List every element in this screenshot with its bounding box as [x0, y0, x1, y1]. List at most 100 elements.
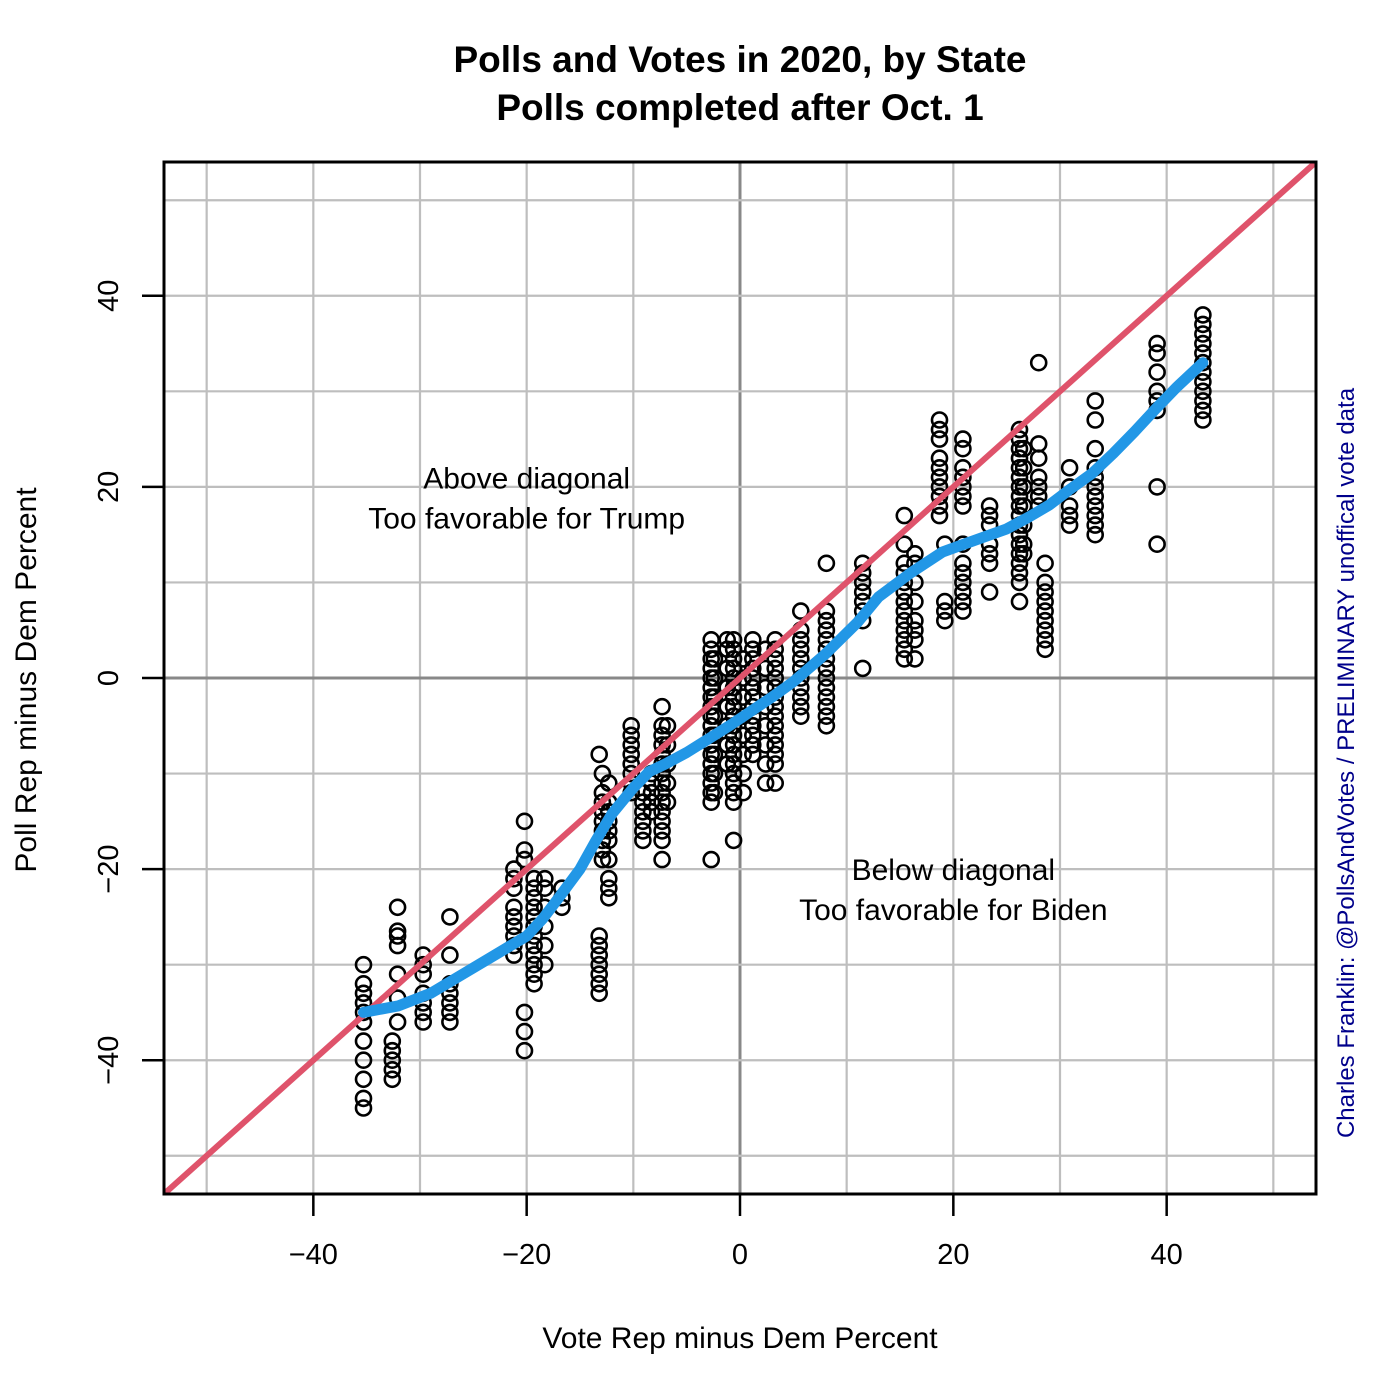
- poll-point: [724, 745, 743, 764]
- poll-point: [599, 869, 618, 888]
- poll-point: [930, 411, 949, 429]
- poll-point: [724, 755, 743, 773]
- poll-point: [383, 1070, 402, 1089]
- poll-point: [1014, 439, 1033, 458]
- poll-point: [1029, 449, 1048, 468]
- poll-point: [906, 611, 924, 630]
- poll-point: [980, 554, 999, 573]
- poll-point: [525, 965, 543, 984]
- poll-point: [791, 650, 810, 668]
- poll-point: [895, 640, 914, 659]
- poll-point: [634, 812, 652, 831]
- poll-point: [1086, 525, 1104, 544]
- poll-point: [622, 764, 641, 783]
- poll-point: [525, 869, 543, 888]
- poll-point: [791, 707, 810, 726]
- poll-point: [766, 755, 785, 773]
- x-tick-label: 0: [732, 1239, 748, 1271]
- poll-point: [980, 544, 999, 563]
- poll-point: [766, 650, 785, 668]
- poll-point: [525, 946, 543, 964]
- poll-point: [1010, 564, 1029, 582]
- poll-point: [1060, 497, 1079, 515]
- poll-point: [705, 783, 724, 802]
- poll-point: [853, 573, 872, 592]
- poll-point: [525, 955, 543, 974]
- poll-point: [702, 793, 721, 812]
- y-tick-label: 0: [93, 670, 125, 686]
- poll-point: [525, 936, 543, 955]
- poll-point: [590, 946, 609, 964]
- poll-point: [590, 984, 609, 1003]
- poll-point: [954, 564, 972, 582]
- poll-point: [817, 688, 836, 706]
- poll-point: [590, 965, 609, 984]
- poll-point: [1036, 592, 1054, 611]
- poll-point: [505, 917, 523, 936]
- poll-point: [734, 726, 753, 745]
- poll-point: [756, 774, 775, 792]
- poll-point: [1194, 372, 1212, 391]
- y-tick-label: −20: [93, 845, 125, 894]
- poll-point: [634, 822, 652, 840]
- poll-point: [622, 736, 641, 754]
- poll-point: [1148, 344, 1166, 362]
- poll-point: [817, 611, 836, 630]
- poll-point: [702, 850, 721, 869]
- poll-point: [1194, 392, 1212, 410]
- poll-point: [895, 611, 914, 630]
- poll-point: [930, 506, 949, 525]
- poll-point: [1194, 411, 1212, 429]
- y-tick-label: 20: [93, 471, 125, 503]
- poll-point: [505, 869, 523, 888]
- poll-point: [1029, 478, 1048, 496]
- poll-point: [354, 1051, 373, 1069]
- poll-point: [590, 927, 609, 945]
- poll-point: [634, 793, 652, 812]
- poll-point: [525, 898, 543, 917]
- poll-point: [653, 831, 671, 850]
- poll-point: [388, 936, 407, 955]
- poll-point: [354, 955, 373, 974]
- poll-point: [734, 783, 753, 802]
- poll-point: [505, 898, 523, 917]
- poll-point: [1036, 583, 1054, 601]
- poll-point: [642, 783, 661, 802]
- poll-point: [1086, 487, 1104, 506]
- poll-point: [954, 554, 972, 573]
- poll-point: [1029, 468, 1048, 487]
- poll-point: [525, 888, 543, 907]
- poll-point: [954, 487, 972, 506]
- poll-point: [766, 669, 785, 687]
- poll-point: [954, 602, 972, 620]
- poll-point: [705, 745, 724, 764]
- poll-point: [354, 1099, 373, 1117]
- poll-point: [1010, 554, 1029, 573]
- poll-point: [535, 869, 554, 888]
- x-tick-label: −40: [289, 1239, 338, 1271]
- poll-point: [441, 1003, 459, 1022]
- poll-point: [895, 621, 914, 640]
- poll-point: [1086, 516, 1104, 534]
- poll-point: [930, 468, 949, 487]
- poll-point: [1086, 478, 1104, 496]
- chart-title: Polls and Votes in 2020, by State: [453, 39, 1026, 80]
- poll-point: [354, 1070, 373, 1089]
- poll-point: [954, 439, 972, 458]
- poll-point: [653, 812, 671, 831]
- poll-point: [766, 726, 785, 745]
- poll-point: [1060, 516, 1079, 534]
- poll-point: [634, 831, 652, 850]
- poll-point: [705, 669, 724, 687]
- poll-point: [817, 707, 836, 726]
- poll-point: [1029, 487, 1048, 506]
- poll-point: [653, 774, 671, 792]
- poll-point: [653, 850, 671, 869]
- poll-point: [599, 774, 618, 792]
- poll-point: [535, 936, 554, 955]
- poll-point: [930, 420, 949, 439]
- poll-point: [895, 554, 914, 573]
- poll-point: [895, 506, 914, 525]
- poll-point: [1036, 630, 1054, 649]
- poll-point: [743, 678, 762, 697]
